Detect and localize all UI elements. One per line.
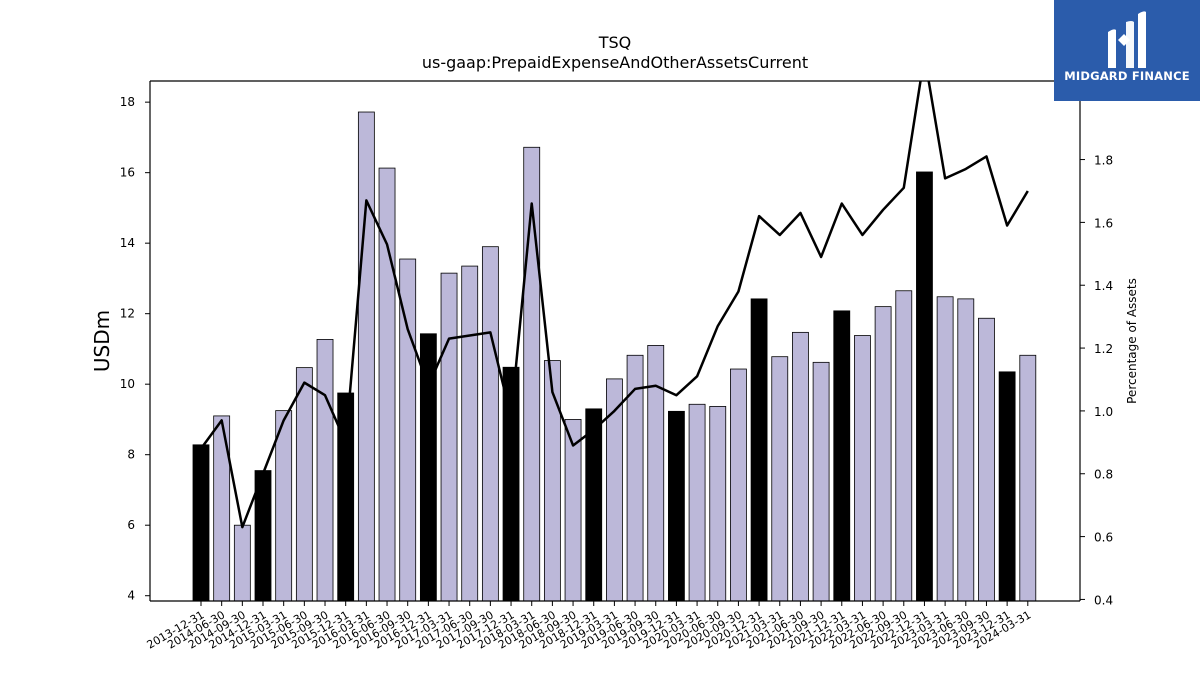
bar-2015-12-31 (337, 392, 355, 602)
midgard-finance-logo: MIDGARD FINANCE (1054, 0, 1200, 101)
bar-2017-03-31 (440, 272, 458, 602)
bar-2019-09-30 (647, 345, 665, 602)
y2-tick-label-0.6: 0.6 (1094, 531, 1113, 545)
y-tick-label-12: 12 (120, 307, 135, 321)
bar-2021-03-31 (771, 356, 789, 602)
y-tick-label-8: 8 (127, 448, 135, 462)
y2-tick-label-1.6: 1.6 (1094, 216, 1113, 230)
y-tick-label-10: 10 (120, 377, 135, 391)
y-tick-label-18: 18 (120, 95, 135, 109)
bar-2018-12-31 (585, 408, 603, 602)
y-tick-label-14: 14 (120, 236, 135, 250)
bar-2020-03-31 (688, 403, 706, 602)
bar-2023-03-31 (936, 296, 954, 602)
y2-axis-label: Percentage of Assets (1125, 278, 1139, 404)
chart-title: TSQ (598, 33, 632, 52)
bar-2021-06-30 (792, 331, 809, 602)
bar-2023-12-31 (998, 371, 1016, 602)
y-tick-label-16: 16 (120, 166, 135, 180)
y2-tick-label-1.8: 1.8 (1094, 154, 1113, 168)
bar-2020-06-30 (709, 405, 727, 602)
y-axis-label: USDm (90, 310, 114, 372)
y2-tick-label-0.8: 0.8 (1094, 468, 1113, 482)
bar-2020-09-30 (730, 368, 747, 602)
axes-group: 46810121416180.40.60.81.01.21.41.61.8201… (120, 80, 1113, 652)
bar-2022-06-30 (874, 306, 892, 602)
logo-text: MIDGARD FINANCE (1064, 69, 1190, 83)
bar-2015-09-30 (316, 339, 334, 602)
bar-group (192, 111, 1037, 602)
bar-2015-03-31 (275, 410, 293, 602)
bar-2022-12-31 (916, 171, 933, 602)
y2-tick-label-1.0: 1.0 (1094, 405, 1113, 419)
y2-tick-label-1.2: 1.2 (1094, 342, 1113, 356)
percentage-line (199, 81, 1029, 529)
bar-2019-06-30 (626, 354, 644, 602)
bar-2015-06-30 (295, 367, 313, 602)
y-tick-label-4: 4 (127, 589, 135, 603)
bar-2024-03-31 (1019, 354, 1037, 602)
line-group (199, 81, 1029, 529)
bar-2017-06-30 (461, 265, 479, 602)
y2-tick-label-1.4: 1.4 (1094, 279, 1113, 293)
logo-mark-icon (1108, 11, 1146, 68)
bar-2016-03-31 (357, 111, 375, 602)
y2-tick-label-0.4: 0.4 (1094, 593, 1113, 607)
chart-subtitle: us-gaap:PrepaidExpenseAndOtherAssetsCurr… (422, 53, 808, 72)
bar-2021-09-30 (812, 361, 830, 602)
y-tick-label-6: 6 (127, 518, 135, 532)
bar-2014-09-30 (233, 524, 251, 602)
bar-2019-12-31 (668, 410, 685, 602)
bar-2013-12-31 (192, 444, 210, 602)
bar-2022-03-31 (854, 335, 871, 602)
bar-2023-06-30 (957, 298, 975, 602)
bar-2020-12-31 (750, 298, 768, 602)
bar-2021-12-31 (833, 310, 851, 602)
bar-2017-12-31 (502, 366, 520, 602)
bar-2022-09-30 (895, 290, 913, 602)
bar-2017-09-30 (481, 246, 499, 602)
bar-2018-06-30 (543, 360, 561, 602)
bar-2023-09-30 (978, 317, 995, 602)
